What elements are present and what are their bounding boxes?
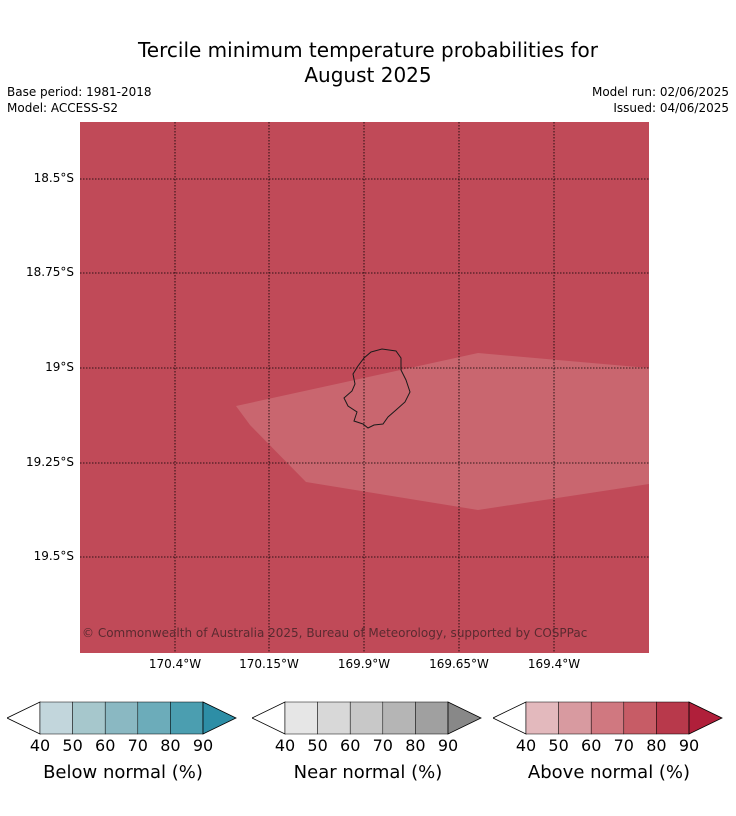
lat-label: 18.5°S xyxy=(33,171,74,185)
colorbar-extend-high xyxy=(202,701,237,735)
meta-right: Model run: 02/06/2025 Issued: 04/06/2025 xyxy=(592,84,729,116)
colorbar: 40 50 60 70 80 90 Above normal (%) xyxy=(493,700,725,790)
colorbar-title: Below normal (%) xyxy=(43,762,203,783)
lon-label: 169.4°W xyxy=(527,657,581,671)
colorbar-segment xyxy=(590,701,625,735)
colorbar-segment xyxy=(39,701,73,735)
colorbar-graphic xyxy=(252,701,482,735)
colorbar-extend-high xyxy=(447,701,482,735)
lat-label: 19.5°S xyxy=(33,549,74,563)
colorbar-segment xyxy=(623,701,657,735)
colorbar-segment xyxy=(525,701,559,735)
colorbar-tick-label: 70 xyxy=(127,736,148,755)
lon-label: 169.9°W xyxy=(337,657,391,671)
colorbar-extend-low xyxy=(493,701,527,735)
colorbar-segment xyxy=(382,701,416,735)
colorbar-segment xyxy=(656,701,690,735)
colorbar-tick-label: 90 xyxy=(437,736,459,755)
meta-left: Base period: 1981-2018 Model: ACCESS-S2 xyxy=(7,84,152,116)
colorbar-tick-label: 60 xyxy=(581,736,602,755)
title-line-2: August 2025 xyxy=(304,63,432,87)
colorbar-tick-label: 80 xyxy=(646,736,667,755)
colorbar-tick-label: 60 xyxy=(340,736,361,755)
colorbar-tick-label: 40 xyxy=(515,736,537,755)
colorbar-graphic xyxy=(493,701,723,735)
probability-field-above-60 xyxy=(236,353,649,510)
issued-date: Issued: 04/06/2025 xyxy=(613,101,729,115)
title-line-1: Tercile minimum temperature probabilitie… xyxy=(137,38,599,62)
colorbar-tick-label: 60 xyxy=(95,736,116,755)
colorbar-segment xyxy=(415,701,449,735)
colorbar-tick-label: 50 xyxy=(548,736,569,755)
lon-label: 170.4°W xyxy=(148,657,202,671)
colorbar-segment xyxy=(284,701,318,735)
colorbar-tick-label: 70 xyxy=(613,736,634,755)
colorbar-title: Near normal (%) xyxy=(293,762,443,783)
colorbar-tick-label: 50 xyxy=(62,736,83,755)
colorbar: 40 50 60 70 80 90 Below normal (%) xyxy=(7,700,239,790)
lon-label: 170.15°W xyxy=(239,657,299,671)
colorbar-segment xyxy=(170,701,204,735)
colorbar-extend-low xyxy=(252,701,286,735)
copyright-notice: © Commonwealth of Australia 2025, Bureau… xyxy=(82,626,587,640)
gridlines xyxy=(80,122,649,653)
colorbar-tick-label: 40 xyxy=(29,736,51,755)
colorbar-tick-label: 90 xyxy=(678,736,700,755)
colorbar-tick-label: 50 xyxy=(307,736,328,755)
colorbar-segment xyxy=(104,701,139,735)
lon-label: 169.65°W xyxy=(429,657,489,671)
colorbar-title: Above normal (%) xyxy=(527,762,691,783)
colorbar-extend-high xyxy=(688,701,723,735)
colorbar: 40 50 60 70 80 90 Near normal (%) xyxy=(252,700,484,790)
colorbar-extend-low xyxy=(7,701,41,735)
colorbar-tick-label: 80 xyxy=(405,736,426,755)
colorbar-segment xyxy=(349,701,384,735)
colorbar-segment xyxy=(317,701,351,735)
island-coastline xyxy=(343,348,411,429)
lat-label: 18.75°S xyxy=(26,265,74,279)
model-run: Model run: 02/06/2025 xyxy=(591,85,729,99)
model-name: Model: ACCESS-S2 xyxy=(7,101,119,115)
lat-label: 19.25°S xyxy=(26,455,74,469)
colorbar-segment xyxy=(72,701,106,735)
lat-label: 19°S xyxy=(45,360,74,374)
colorbar-tick-label: 80 xyxy=(160,736,181,755)
map-title: Tercile minimum temperature probabilitie… xyxy=(0,38,736,88)
colorbar-segment xyxy=(558,701,592,735)
base-period: Base period: 1981-2018 xyxy=(7,85,152,99)
colorbar-tick-label: 70 xyxy=(372,736,393,755)
colorbar-tick-label: 40 xyxy=(274,736,296,755)
colorbar-segment xyxy=(137,701,171,735)
colorbar-tick-label: 90 xyxy=(192,736,214,755)
colorbar-graphic xyxy=(7,701,237,735)
